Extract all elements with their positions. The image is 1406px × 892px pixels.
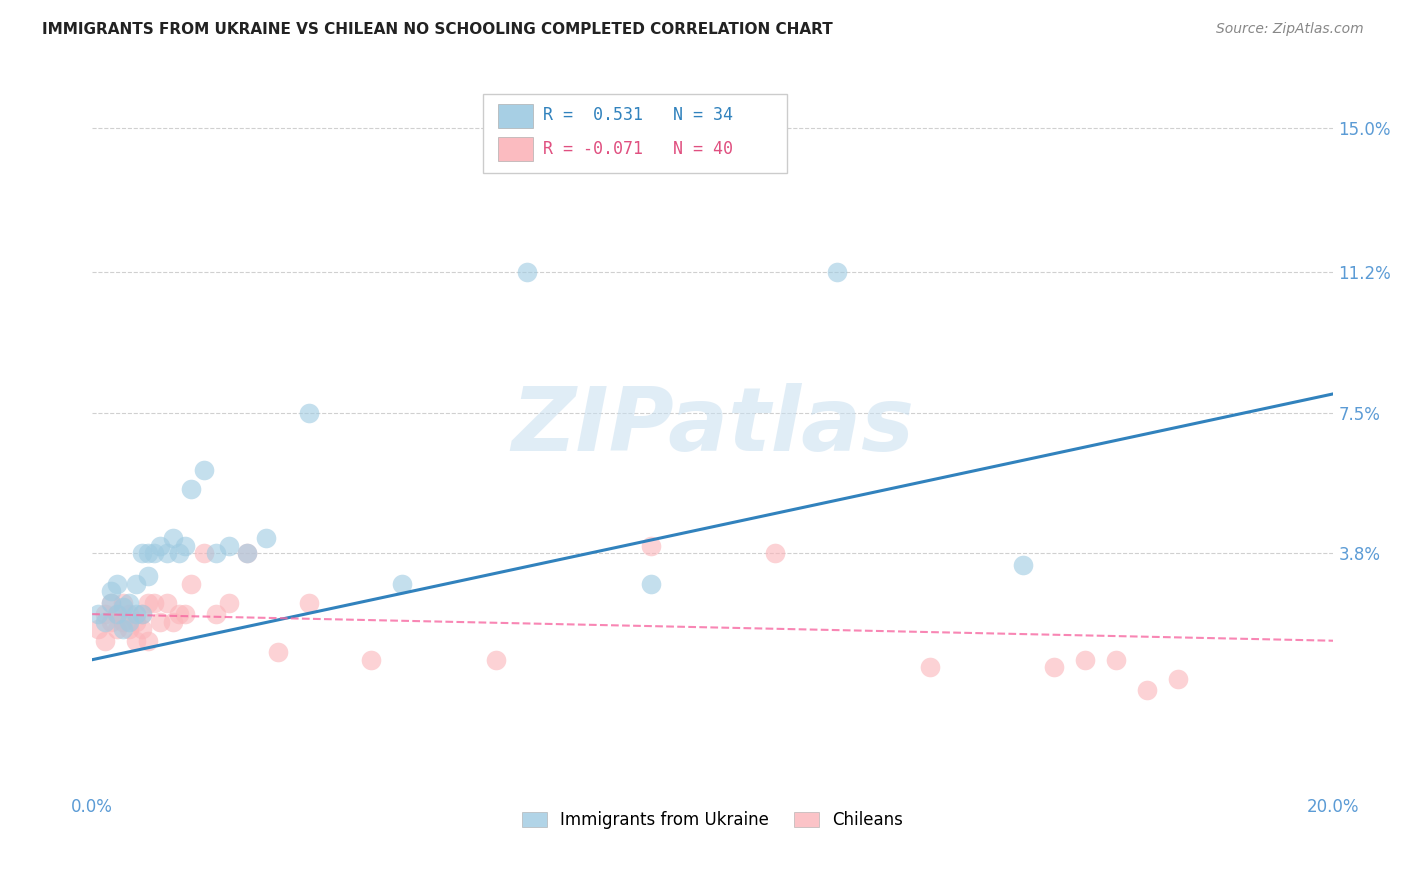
Point xyxy=(1012,558,1035,572)
Point xyxy=(298,596,321,610)
Point xyxy=(118,623,141,637)
Point xyxy=(105,607,128,621)
Point xyxy=(136,546,159,560)
FancyBboxPatch shape xyxy=(484,94,787,173)
Point xyxy=(193,463,215,477)
FancyBboxPatch shape xyxy=(498,137,533,161)
Point xyxy=(118,607,141,621)
Point xyxy=(218,596,240,610)
Point xyxy=(105,576,128,591)
Point xyxy=(136,633,159,648)
Text: R = -0.071   N = 40: R = -0.071 N = 40 xyxy=(543,140,733,158)
Point xyxy=(124,607,146,621)
Point xyxy=(218,539,240,553)
Point xyxy=(1167,672,1189,686)
Point xyxy=(205,546,228,560)
Point xyxy=(112,615,135,629)
Point xyxy=(298,406,321,420)
Point xyxy=(167,607,190,621)
Point xyxy=(763,546,786,560)
Point xyxy=(236,546,259,560)
Point xyxy=(174,539,197,553)
Legend: Immigrants from Ukraine, Chileans: Immigrants from Ukraine, Chileans xyxy=(516,805,910,836)
Point xyxy=(124,576,146,591)
Point xyxy=(93,607,115,621)
Point xyxy=(640,539,662,553)
Point xyxy=(100,596,122,610)
Point xyxy=(93,633,115,648)
Point xyxy=(254,531,277,545)
Point xyxy=(174,607,197,621)
Point xyxy=(180,576,202,591)
Text: IMMIGRANTS FROM UKRAINE VS CHILEAN NO SCHOOLING COMPLETED CORRELATION CHART: IMMIGRANTS FROM UKRAINE VS CHILEAN NO SC… xyxy=(42,22,832,37)
Point xyxy=(1043,660,1066,674)
Point xyxy=(825,265,848,279)
Point xyxy=(1105,653,1128,667)
Point xyxy=(143,546,166,560)
Point xyxy=(918,660,941,674)
Point xyxy=(640,576,662,591)
Point xyxy=(112,596,135,610)
Point xyxy=(236,546,259,560)
Point xyxy=(193,546,215,560)
Point xyxy=(105,623,128,637)
Point xyxy=(112,599,135,614)
Point xyxy=(205,607,228,621)
Point xyxy=(131,607,153,621)
Point xyxy=(93,615,115,629)
Point xyxy=(391,576,413,591)
Point xyxy=(156,596,179,610)
Point xyxy=(1136,683,1159,698)
Point xyxy=(124,633,146,648)
Point xyxy=(105,607,128,621)
Text: Source: ZipAtlas.com: Source: ZipAtlas.com xyxy=(1216,22,1364,37)
Point xyxy=(136,596,159,610)
Point xyxy=(131,546,153,560)
Point xyxy=(143,596,166,610)
Point xyxy=(131,623,153,637)
Point xyxy=(516,265,538,279)
Point xyxy=(484,653,506,667)
Point xyxy=(162,531,184,545)
Point xyxy=(87,623,110,637)
Point xyxy=(100,615,122,629)
Point xyxy=(131,607,153,621)
Point xyxy=(149,615,172,629)
Point xyxy=(149,539,172,553)
Point xyxy=(118,615,141,629)
Point xyxy=(118,596,141,610)
Point xyxy=(100,584,122,599)
Point xyxy=(180,482,202,496)
Point xyxy=(124,615,146,629)
Point xyxy=(267,645,290,659)
Point xyxy=(100,596,122,610)
Text: R =  0.531   N = 34: R = 0.531 N = 34 xyxy=(543,106,733,124)
Point xyxy=(1074,653,1097,667)
Point xyxy=(112,623,135,637)
Point xyxy=(162,615,184,629)
Point xyxy=(360,653,382,667)
Text: ZIPatlas: ZIPatlas xyxy=(512,383,914,469)
Point xyxy=(156,546,179,560)
Point xyxy=(87,607,110,621)
Point xyxy=(136,569,159,583)
Point xyxy=(167,546,190,560)
FancyBboxPatch shape xyxy=(498,103,533,128)
